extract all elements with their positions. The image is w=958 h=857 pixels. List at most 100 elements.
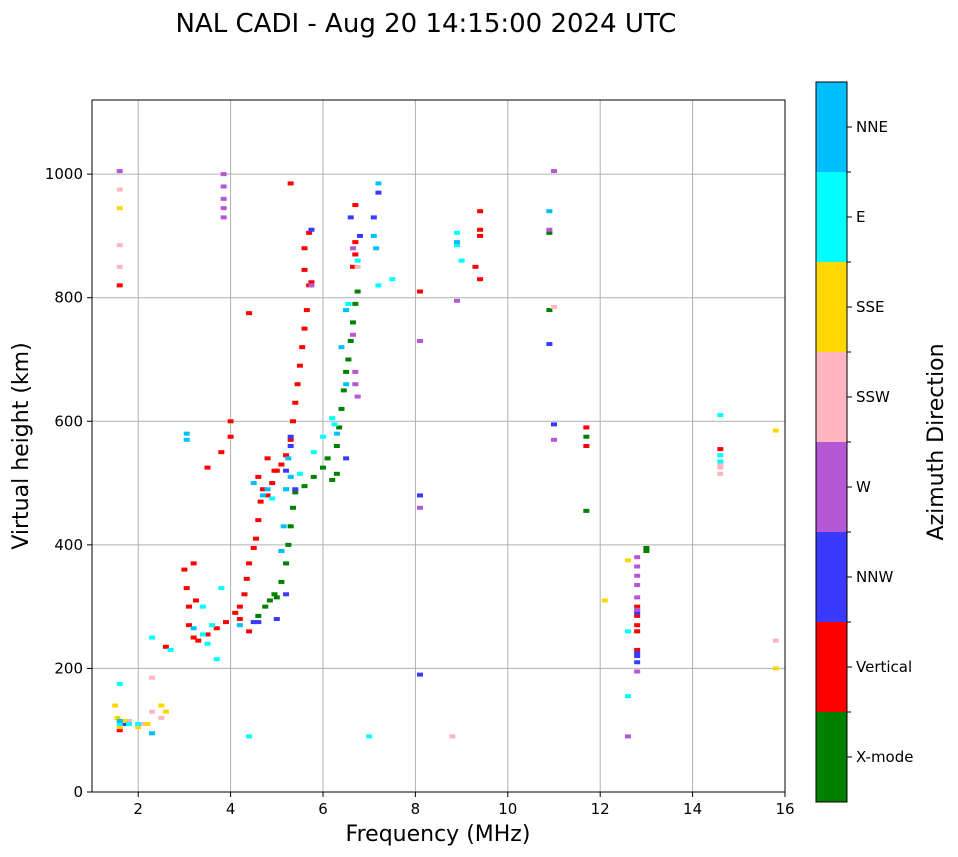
data-point-x-mode — [338, 406, 345, 411]
y-axis-label: Virtual height (km) — [9, 342, 34, 549]
data-point-e — [354, 258, 361, 263]
colorbar-category-label: NNW — [856, 568, 893, 586]
data-point-x-mode — [583, 508, 590, 513]
data-point-w — [352, 369, 359, 374]
data-point-x-mode — [266, 598, 273, 603]
data-point-x-mode — [546, 308, 553, 313]
data-point-nne — [343, 308, 350, 313]
data-point-nne — [453, 240, 460, 245]
data-point-vertical — [352, 203, 359, 208]
data-point-nnw — [546, 342, 553, 347]
data-point-w — [546, 227, 553, 232]
data-point-nnw — [634, 660, 641, 665]
data-point-vertical — [271, 468, 278, 473]
data-point-x-mode — [310, 474, 317, 479]
colorbar-segment — [816, 82, 847, 172]
data-point-x-mode — [347, 338, 354, 343]
data-point-nnw — [343, 456, 350, 461]
data-point-e — [366, 734, 373, 739]
data-point-vertical — [299, 345, 306, 350]
data-point-w — [634, 669, 641, 674]
data-point-vertical — [255, 518, 262, 523]
data-point-sse — [144, 722, 151, 727]
x-axis-label: Frequency (MHz) — [346, 822, 531, 847]
data-point-nnw — [375, 190, 382, 195]
data-point-e — [458, 258, 465, 263]
data-point-vertical — [583, 444, 590, 448]
data-point-vertical — [246, 629, 253, 634]
data-point-ssw — [449, 734, 456, 739]
data-point-ssw — [139, 722, 146, 727]
colorbar-segment — [816, 442, 847, 532]
colorbar-segment — [816, 172, 847, 262]
colorbar-category-label: E — [856, 208, 865, 226]
data-point-nnw — [250, 620, 257, 625]
data-point-vertical — [243, 576, 250, 581]
data-point-sse — [135, 725, 142, 730]
data-point-ssw — [116, 187, 123, 192]
data-point-w — [350, 332, 357, 337]
x-axis: 2 4 6 8 10 12 14 16 — [133, 792, 795, 818]
x-tick-label: 10 — [498, 800, 517, 818]
data-point-nnw — [287, 434, 294, 439]
data-point-e — [246, 734, 253, 739]
data-point-nne — [338, 345, 345, 350]
data-point-sse — [772, 666, 779, 671]
data-point-vertical — [116, 728, 123, 733]
colorbar-frame — [815, 81, 848, 803]
data-point-vertical — [634, 629, 641, 634]
data-point-vertical — [350, 264, 357, 269]
data-point-x-mode — [345, 357, 352, 362]
data-point-e — [269, 496, 276, 501]
data-point-e — [209, 623, 216, 628]
data-point-sse — [112, 703, 119, 708]
data-point-x-mode — [643, 545, 650, 550]
data-point-e — [320, 434, 326, 439]
data-point-x-mode — [352, 301, 359, 306]
data-point-x-mode — [273, 595, 280, 600]
data-point-vertical — [477, 227, 484, 232]
data-point-vertical — [264, 456, 271, 461]
x-tick-label: 14 — [683, 800, 702, 818]
data-point-nne — [343, 382, 350, 387]
data-point-e — [624, 629, 631, 634]
data-point-e — [199, 632, 206, 637]
data-point-vertical — [417, 289, 424, 294]
data-point-vertical — [477, 233, 484, 238]
data-point-w — [220, 215, 227, 220]
data-point-vertical — [259, 487, 266, 492]
data-point-ssw — [717, 462, 724, 467]
data-point-vertical — [236, 617, 243, 621]
data-point-w — [634, 607, 641, 612]
data-point-sse — [624, 558, 631, 563]
x-tick-label: 12 — [591, 800, 610, 818]
data-points — [112, 169, 779, 739]
data-point-vertical — [190, 635, 197, 640]
data-point-sse — [121, 718, 128, 723]
data-point-x-mode — [343, 369, 350, 374]
data-point-vertical — [183, 586, 190, 591]
data-point-ssw — [717, 465, 724, 470]
x-tick-label: 16 — [775, 800, 794, 818]
data-point-nnw — [255, 620, 262, 625]
x-tick-label: 2 — [133, 800, 143, 818]
data-point-vertical — [477, 209, 484, 214]
data-point-w — [350, 246, 357, 251]
data-point-e — [453, 243, 460, 248]
colorbar-segment — [816, 532, 847, 622]
data-point-nnw — [417, 493, 424, 498]
data-point-nnw — [287, 444, 294, 448]
data-point-w — [220, 184, 227, 189]
data-point-vertical — [213, 626, 220, 631]
colorbar-segment — [816, 622, 847, 712]
data-point-nnw — [308, 227, 315, 232]
data-point-vertical — [236, 604, 243, 609]
data-point-nne — [264, 487, 271, 492]
data-point-sse — [158, 703, 165, 708]
data-point-nne — [370, 233, 377, 238]
colorbar-category-label: X-mode — [856, 748, 913, 766]
x-tick-label: 8 — [411, 800, 421, 818]
data-point-nnw — [347, 215, 354, 220]
colorbar-category-label: NNE — [856, 118, 888, 136]
